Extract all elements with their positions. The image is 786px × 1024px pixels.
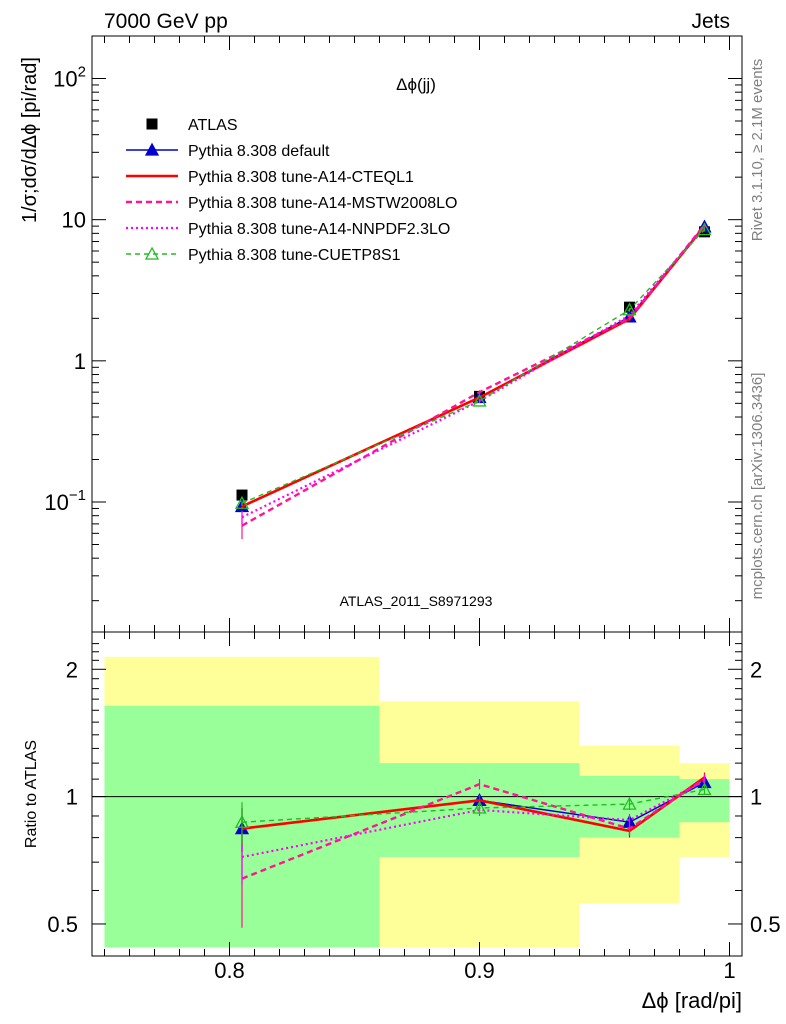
- lower-frame: [91, 631, 743, 957]
- ratio-y-tick-label: 1: [66, 785, 78, 810]
- ratio-line: [241, 788, 705, 823]
- side-text-lower: mcplots.cern.ch [arXiv:1306.3436]: [749, 373, 766, 600]
- point-marker: [697, 222, 712, 236]
- legend-entry: Pythia 8.308 default: [126, 142, 330, 160]
- series-1: [234, 219, 712, 513]
- side-text-upper: Rivet 3.1.10, ≥ 2.1M events: [749, 59, 766, 242]
- series-line: [241, 229, 706, 504]
- y-tick-label-0.1: 10−1: [44, 487, 86, 515]
- legend-label: ATLAS: [188, 117, 238, 134]
- chart-labels: 10−1 1 10 102 0.5 0.5 1 1 2 2 0.8 0.9 1 7000 GeV pp Je…: [19, 10, 781, 1013]
- x-axis-label: Δϕ [rad/pi]: [642, 988, 742, 1013]
- legend-entry: ATLAS: [146, 117, 238, 134]
- chart-title: Δϕ(jj): [396, 75, 436, 94]
- ratio-y-tick-label-right: 2: [750, 657, 762, 682]
- legend-entry: Pythia 8.308 tune-A14-MSTW2008LO: [126, 195, 457, 212]
- series-0: [236, 226, 710, 501]
- legend-marker: [146, 118, 158, 130]
- series-line: [241, 225, 706, 508]
- legend-label: Pythia 8.308 tune-CUETP8S1: [188, 247, 401, 264]
- ratio-y-tick-label: 2: [66, 657, 78, 682]
- x-tick-label: 0.8: [214, 958, 245, 983]
- series-5: [234, 222, 712, 509]
- legend-label: Pythia 8.308 default: [188, 143, 330, 160]
- x-tick-label: 0.9: [464, 958, 495, 983]
- ratio-line: [241, 779, 706, 859]
- series-line: [241, 225, 706, 519]
- data-series: [234, 219, 712, 928]
- legend: ATLAS Pythia 8.308 default Pythia 8.308 tu…: [126, 117, 457, 264]
- legend-label: Pythia 8.308 tune-A14-NNPDF2.3LO: [188, 221, 450, 238]
- legend-entry: Pythia 8.308 tune-A14-NNPDF2.3LO: [126, 221, 450, 238]
- header-right: Jets: [691, 10, 730, 33]
- y-tick-label-1: 1: [74, 349, 86, 374]
- point-marker: [472, 393, 487, 407]
- ratio-line: [241, 778, 706, 880]
- ratio-marker: [622, 796, 637, 810]
- atlas-point: [236, 489, 248, 501]
- series-line: [241, 224, 706, 527]
- y-tick-label-10: 10: [62, 208, 86, 233]
- point-marker: [622, 302, 637, 316]
- header-left: 7000 GeV pp: [104, 10, 228, 33]
- ratio-y-tick-label: 0.5: [47, 912, 78, 937]
- ratio-marker: [697, 782, 712, 796]
- y-axis-label: 1/σ;dσ/dΔϕ [pi/rad]: [19, 57, 41, 223]
- legend-marker: [144, 142, 160, 156]
- axes-frames: [91, 35, 743, 957]
- legend-label: Pythia 8.308 tune-A14-CTEQL1: [188, 169, 414, 186]
- ratio-y-tick-label-right: 1: [750, 785, 762, 810]
- y-tick-label-100: 102: [53, 63, 86, 91]
- series-2: [241, 224, 706, 510]
- ratio-marker: [472, 800, 487, 814]
- ratio-marker: [234, 814, 250, 828]
- ratio-series-4: [234, 782, 712, 845]
- ratio-y-tick-label-right: 0.5: [750, 912, 781, 937]
- watermark: ATLAS_2011_S8971293: [340, 593, 493, 609]
- legend-entry: Pythia 8.308 tune-CUETP8S1: [126, 246, 401, 264]
- legend-marker: [144, 246, 160, 260]
- x-tick-label: 1: [723, 958, 735, 983]
- ratio-bands: [104, 656, 730, 948]
- point-marker: [234, 495, 250, 509]
- series-3: [241, 222, 706, 540]
- ratio-y-axis-label: Ratio to ATLAS: [23, 740, 40, 848]
- atlas-point: [624, 301, 635, 313]
- legend-label: Pythia 8.308 tune-A14-MSTW2008LO: [188, 195, 457, 212]
- series-line: [241, 226, 706, 508]
- series-4: [241, 224, 706, 525]
- legend-entry: Pythia 8.308 tune-A14-CTEQL1: [126, 169, 414, 186]
